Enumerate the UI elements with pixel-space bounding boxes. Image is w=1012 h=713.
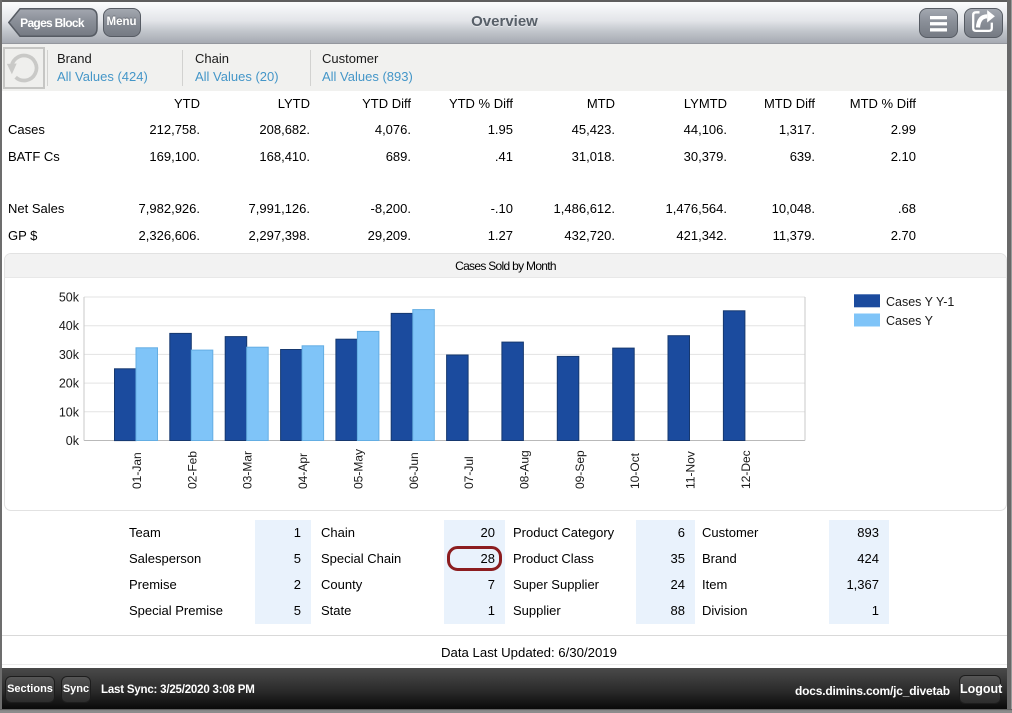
svg-text:50k: 50k (59, 291, 80, 305)
svg-text:10-Oct: 10-Oct (628, 452, 642, 489)
svg-text:05-May: 05-May (351, 449, 365, 489)
svg-text:30k: 30k (59, 348, 80, 362)
svg-text:07-Jul: 07-Jul (462, 456, 476, 489)
svg-text:Cases Y: Cases Y (886, 314, 934, 328)
svg-text:08-Aug: 08-Aug (518, 450, 532, 489)
svg-text:40k: 40k (59, 319, 80, 333)
svg-text:04-Apr: 04-Apr (296, 453, 310, 489)
svg-text:0k: 0k (66, 434, 80, 448)
svg-text:10k: 10k (59, 405, 80, 419)
svg-text:11-Nov: 11-Nov (684, 451, 698, 489)
svg-text:09-Sep: 09-Sep (573, 450, 587, 489)
svg-text:06-Jun: 06-Jun (407, 452, 421, 489)
svg-text:Pages Block: Pages Block (20, 16, 85, 30)
svg-text:02-Feb: 02-Feb (185, 451, 199, 489)
svg-text:03-Mar: 03-Mar (241, 451, 255, 489)
svg-text:Cases Y Y-1: Cases Y Y-1 (886, 295, 954, 309)
svg-text:12-Dec: 12-Dec (739, 450, 753, 489)
svg-text:20k: 20k (59, 377, 80, 391)
svg-text:01-Jan: 01-Jan (130, 452, 144, 489)
